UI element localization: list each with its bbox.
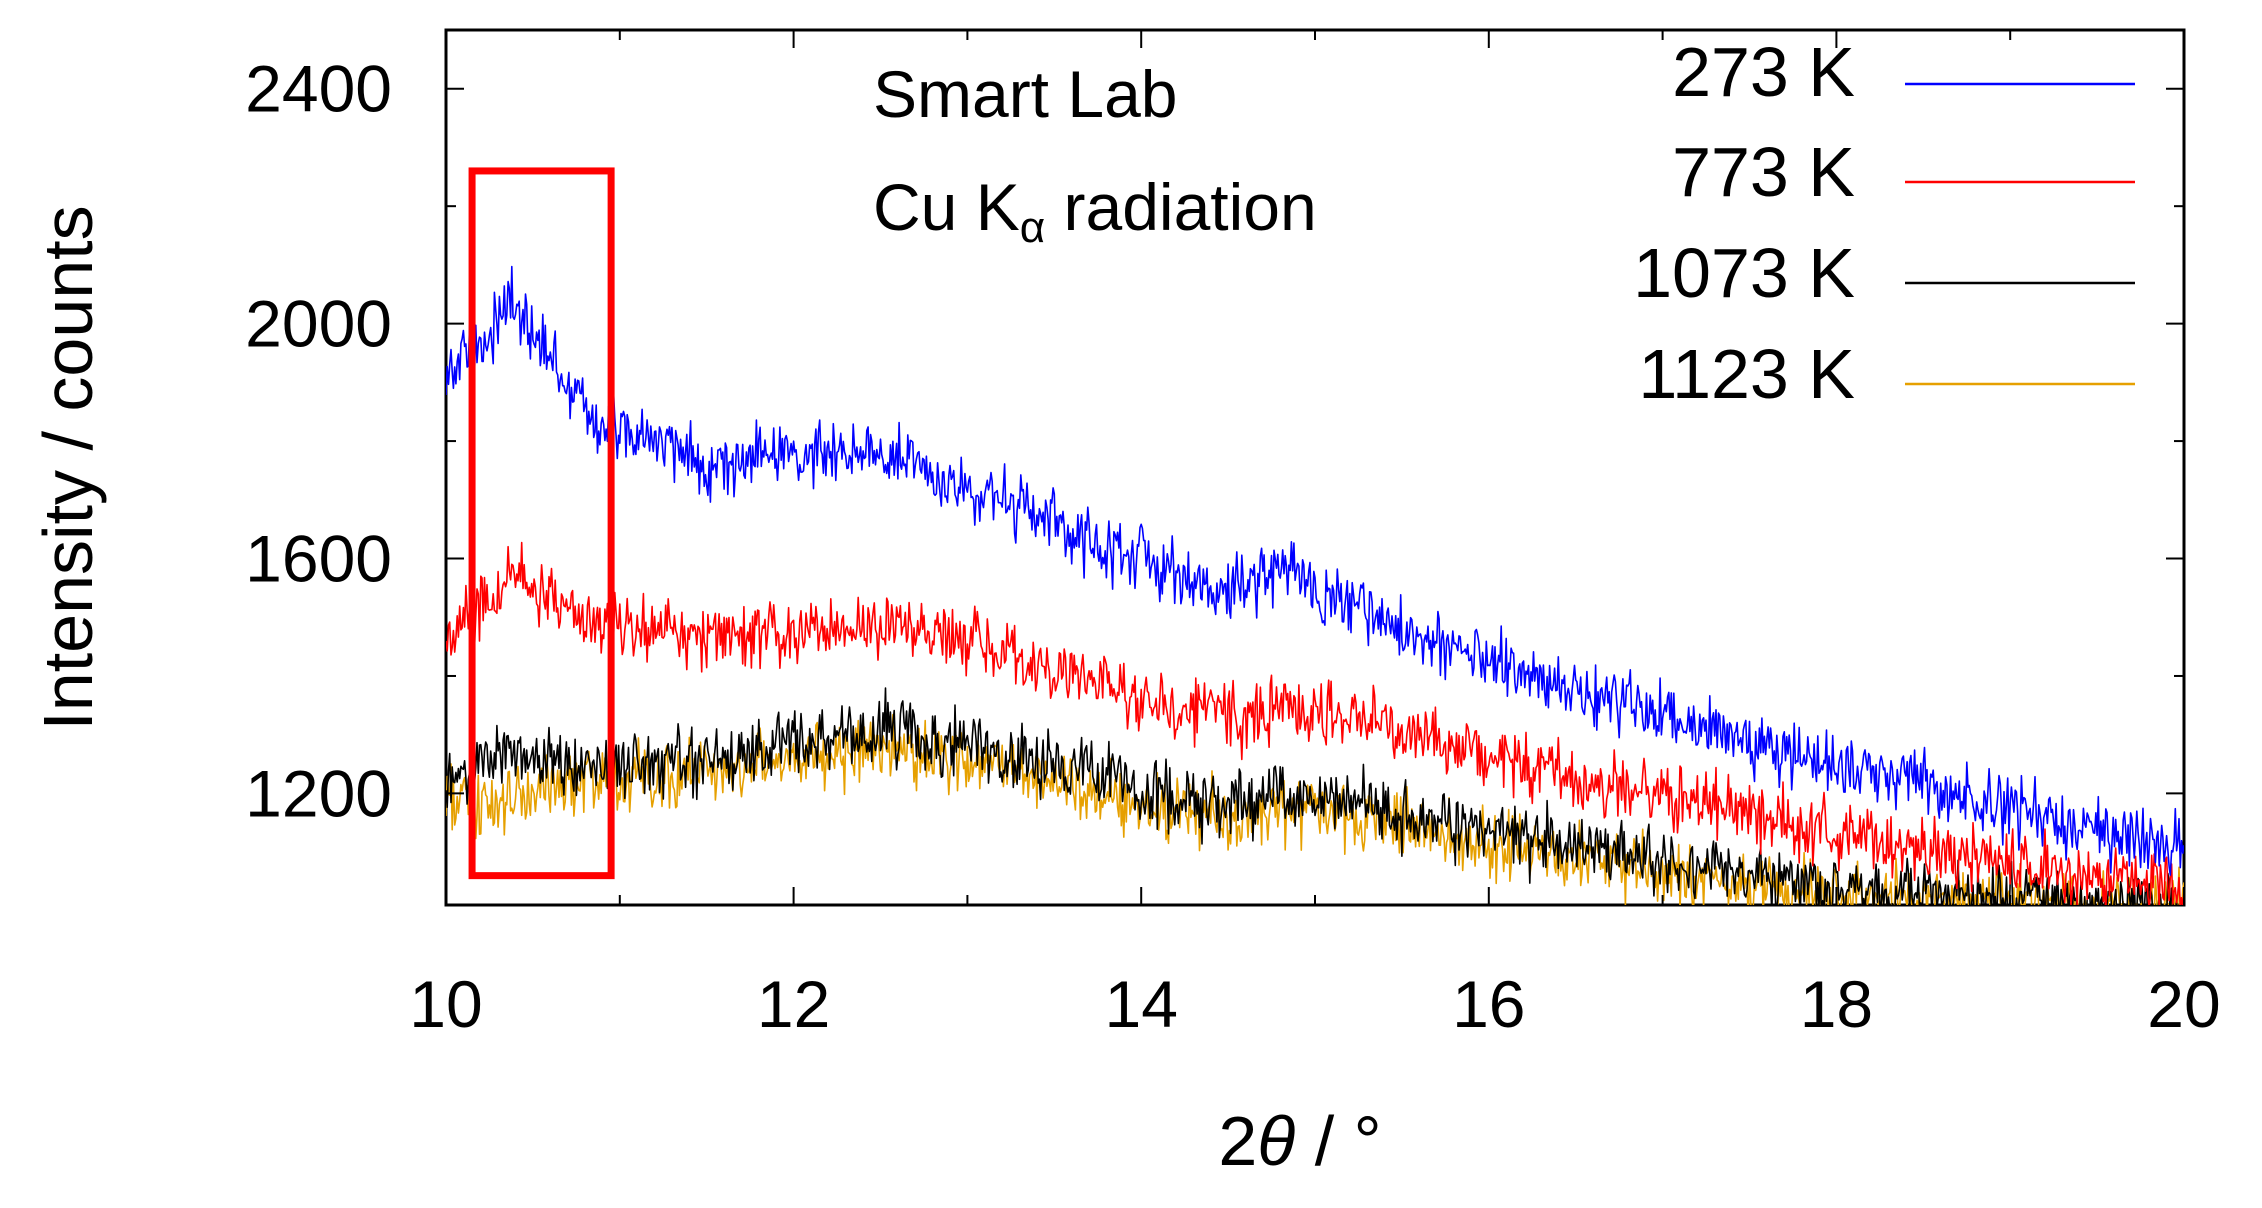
x-tick-label: 10 [409,967,482,1041]
legend-label-1073k: 1073 K [1633,234,1855,312]
x-tick-label: 18 [1800,967,1873,1041]
annotation-radiation: Cu Kα radiation [873,170,1317,252]
x-axis-title-suffix: / ° [1295,1102,1381,1180]
x-axis-title-theta: θ [1257,1102,1295,1180]
x-tick-label: 14 [1104,967,1177,1041]
y-tick-label: 1600 [245,522,392,596]
x-tick-label: 16 [1452,967,1525,1041]
y-tick-label: 1200 [245,756,392,830]
x-tick-label: 12 [757,967,830,1041]
series-layer [446,265,2184,905]
x-axis-title: 2θ / ° [1218,1102,1381,1180]
legend: 273 K 773 K 1073 K 1123 K [1633,33,2135,413]
annotation-radiation-subscript: α [1020,203,1045,252]
series-line-1073-k [446,687,2184,905]
legend-label-1123k: 1123 K [1638,335,1855,413]
x-axis-title-prefix: 2 [1218,1102,1257,1180]
highlight-layer [468,167,615,880]
legend-label-773k: 773 K [1672,133,1855,211]
x-tick-label: 20 [2147,967,2220,1041]
annotation-radiation-prefix: Cu K [873,170,1020,244]
y-tick-label: 2000 [245,287,392,361]
highlight-box [468,167,615,880]
y-tick-label: 2400 [245,52,392,126]
tick-layer: 10 12 14 16 18 20 1200 1600 2000 2400 [245,30,2221,1041]
series-line-773-k [446,541,2184,905]
annotation-instrument: Smart Lab [873,57,1177,131]
y-axis-title: Intensity / counts [29,205,107,730]
series-line-273-k [446,265,2184,876]
legend-label-273k: 273 K [1672,33,1855,111]
annotation-radiation-suffix: radiation [1045,170,1317,244]
